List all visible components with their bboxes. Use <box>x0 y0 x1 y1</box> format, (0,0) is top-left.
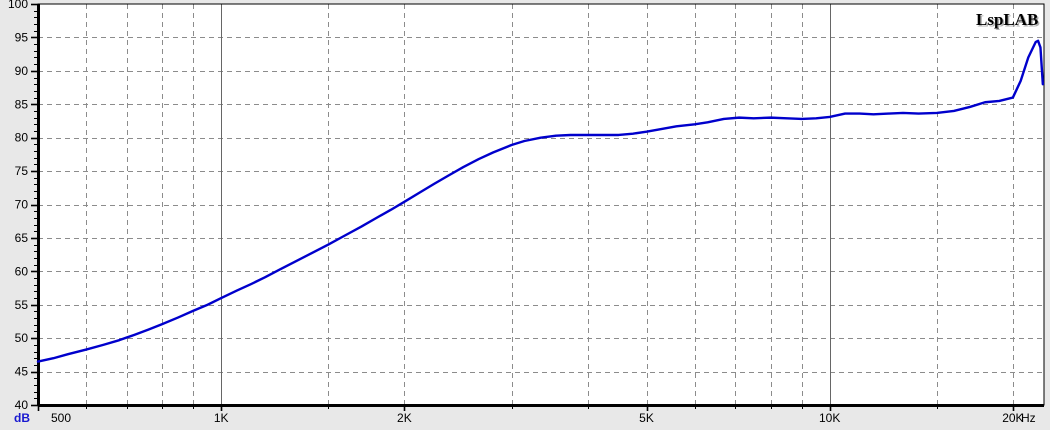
y-axis-unit-label: dB <box>14 411 30 425</box>
y-axis-tick-label: 40 <box>15 398 29 412</box>
plot-background <box>38 4 1044 405</box>
y-axis-tick-label: 85 <box>15 97 29 111</box>
lsplab-logo: LspLAB <box>976 10 1038 29</box>
x-axis-tick-label: 2K <box>397 411 412 425</box>
y-axis-tick-label: 100 <box>8 0 28 11</box>
y-axis-tick-label: 65 <box>15 231 29 245</box>
y-axis-tick-label: 95 <box>15 30 29 44</box>
x-axis-labels: 500 1K 2K 5K 10K 20K <box>51 411 1024 425</box>
x-axis-tick-label: 20K <box>1002 411 1023 425</box>
y-axis-tick-label: 55 <box>15 298 29 312</box>
y-axis-tick-label: 75 <box>15 164 29 178</box>
lsplab-logo-shadow: LspLAB <box>978 12 1040 31</box>
x-axis-tick-label: 5K <box>639 411 654 425</box>
gridlines <box>38 4 1044 405</box>
response-curve <box>36 39 1045 363</box>
x-axis-tick-label: 500 <box>51 411 71 425</box>
y-axis-tick-label: 90 <box>15 64 29 78</box>
y-axis-labels: 40 45 50 55 60 65 70 75 80 85 90 95 100 <box>8 0 28 412</box>
y-axis-tick-label: 45 <box>15 365 29 379</box>
x-axis-tick-label: 10K <box>819 411 840 425</box>
y-axis-tick-label: 80 <box>15 131 29 145</box>
x-axis-tick-label: 1K <box>214 411 229 425</box>
x-axis-unit-label: Hz <box>1021 411 1036 425</box>
y-axis-tick-label: 60 <box>15 264 29 278</box>
y-axis-tick-label: 50 <box>15 331 29 345</box>
y-axis-tick-label: 70 <box>15 198 29 212</box>
